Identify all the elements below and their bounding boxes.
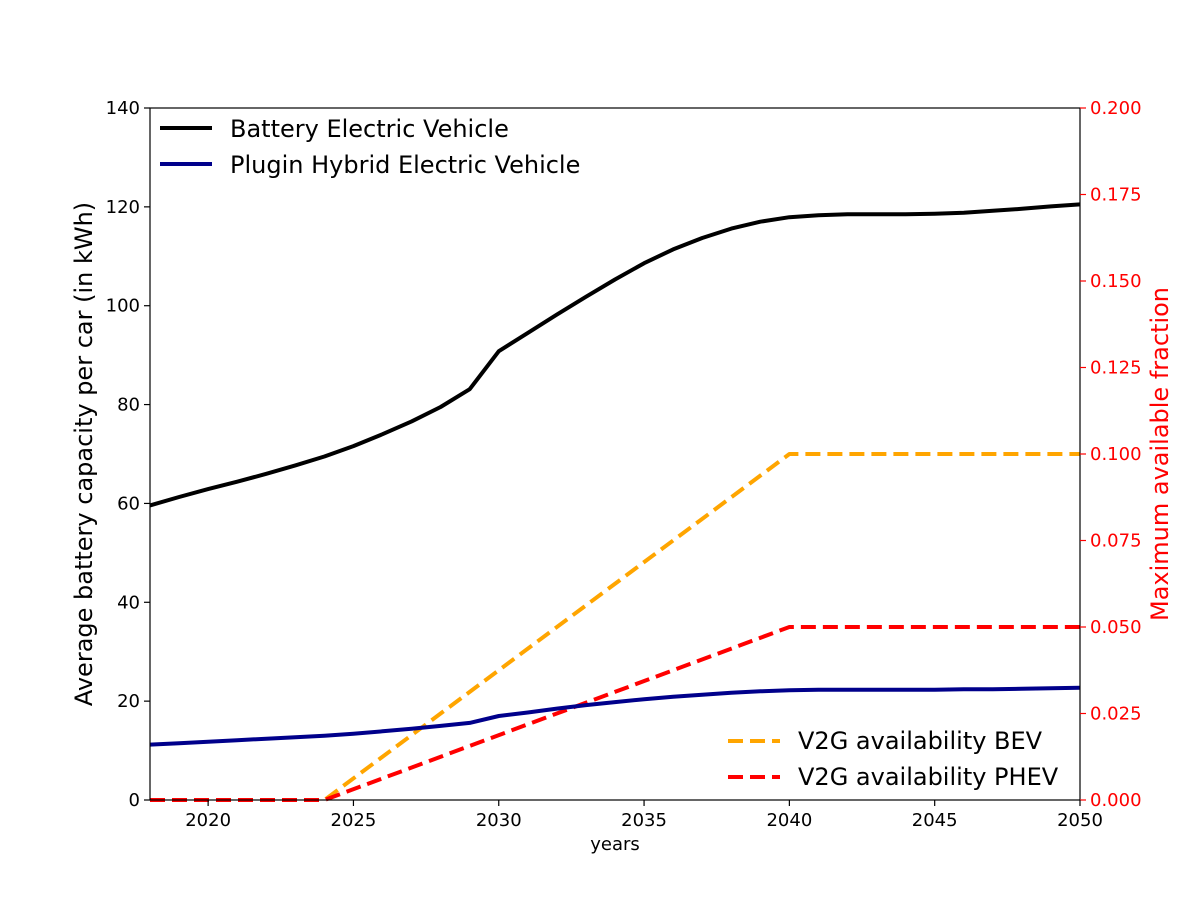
y-left-tick-label: 20 (117, 691, 140, 712)
series-line-plugin-hybrid-electric-vehicle (149, 685, 1081, 747)
legend-label-phev: Plugin Hybrid Electric Vehicle (230, 151, 580, 179)
x-tick-label: 2045 (912, 810, 958, 831)
y-right-tick-label: 0.175 (1090, 185, 1142, 206)
series-line-v2g-availability-phev (150, 625, 1080, 802)
y-axis-right-label: Maximum available fraction (1146, 287, 1174, 621)
x-axis-label: years (590, 834, 640, 855)
y-right-tick-label: 0.125 (1090, 358, 1142, 379)
x-tick-label: 2020 (185, 810, 231, 831)
legend-label-v2g-phev: V2G availability PHEV (798, 763, 1059, 791)
y-right-tick-label: 0.000 (1090, 790, 1142, 811)
series-line-v2g-availability-bev (150, 452, 1080, 802)
legend-right: V2G availability BEV V2G availability PH… (728, 727, 1059, 791)
y-axis-left-label: Average battery capacity per car (in kWh… (70, 202, 98, 706)
x-tick-label: 2035 (621, 810, 667, 831)
y-left-tick-label: 100 (106, 296, 140, 317)
y-left-tick-label: 120 (106, 197, 140, 218)
x-tick-label: 2030 (476, 810, 522, 831)
right-axis-ticks: 0.000 0.025 0.050 0.075 0.100 0.125 0.150 0.175… (1080, 98, 1142, 811)
x-tick-label: 2025 (331, 810, 377, 831)
y-right-tick-label: 0.050 (1090, 617, 1142, 638)
x-axis-ticks: 2020 2025 2030 2035 2040 2045 2050 (185, 800, 1103, 831)
x-tick-label: 2040 (766, 810, 812, 831)
y-right-tick-label: 0.150 (1090, 271, 1142, 292)
series-line-battery-electric-vehicle (149, 202, 1081, 508)
legend-label-bev: Battery Electric Vehicle (230, 115, 509, 143)
y-left-tick-label: 0 (129, 790, 140, 811)
left-axis-ticks: 0 20 40 60 80 100 120 140 (106, 98, 150, 811)
x-tick-label: 2050 (1057, 810, 1103, 831)
y-right-tick-label: 0.025 (1090, 704, 1142, 725)
y-left-tick-label: 60 (117, 493, 140, 514)
y-left-tick-label: 80 (117, 395, 140, 416)
y-left-tick-label: 40 (117, 592, 140, 613)
series-layer (149, 202, 1081, 802)
y-right-tick-label: 0.100 (1090, 444, 1142, 465)
y-right-tick-label: 0.075 (1090, 531, 1142, 552)
legend-label-v2g-bev: V2G availability BEV (798, 727, 1043, 755)
y-left-tick-label: 140 (106, 98, 140, 119)
legend-left: Battery Electric Vehicle Plugin Hybrid E… (160, 115, 580, 179)
y-right-tick-label: 0.200 (1090, 98, 1142, 119)
